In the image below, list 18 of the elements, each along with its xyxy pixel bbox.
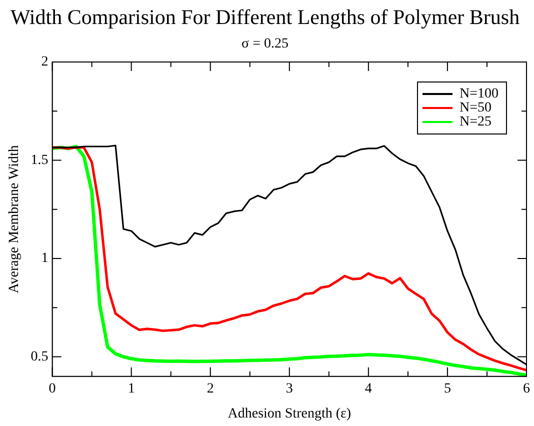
x-tick-label: 6 bbox=[523, 381, 530, 396]
x-axis-title: Adhesion Strength (ε) bbox=[228, 406, 352, 422]
x-tick-label: 0 bbox=[48, 381, 56, 396]
y-tick-label: 1 bbox=[41, 251, 48, 266]
legend-label: N=25 bbox=[459, 114, 492, 130]
x-tick-label: 1 bbox=[128, 381, 135, 396]
x-tick-label: 4 bbox=[364, 381, 372, 396]
x-tick-label: 5 bbox=[444, 381, 451, 396]
x-tick-label: 2 bbox=[206, 381, 214, 396]
x-tick-label: 3 bbox=[286, 381, 293, 396]
legend-label: N=100 bbox=[459, 86, 499, 102]
y-tick-label: 2 bbox=[41, 54, 48, 70]
y-tick-label: 1.5 bbox=[30, 152, 48, 168]
chart-subtitle: σ = 0.25 bbox=[242, 36, 288, 52]
chart-title: Width Comparision For Different Lengths of Polymer Brush bbox=[10, 5, 520, 30]
y-axis-title: Average Membrane Width bbox=[7, 145, 22, 294]
y-tick-label: 0.5 bbox=[30, 349, 48, 364]
legend-label: N=50 bbox=[459, 100, 492, 116]
